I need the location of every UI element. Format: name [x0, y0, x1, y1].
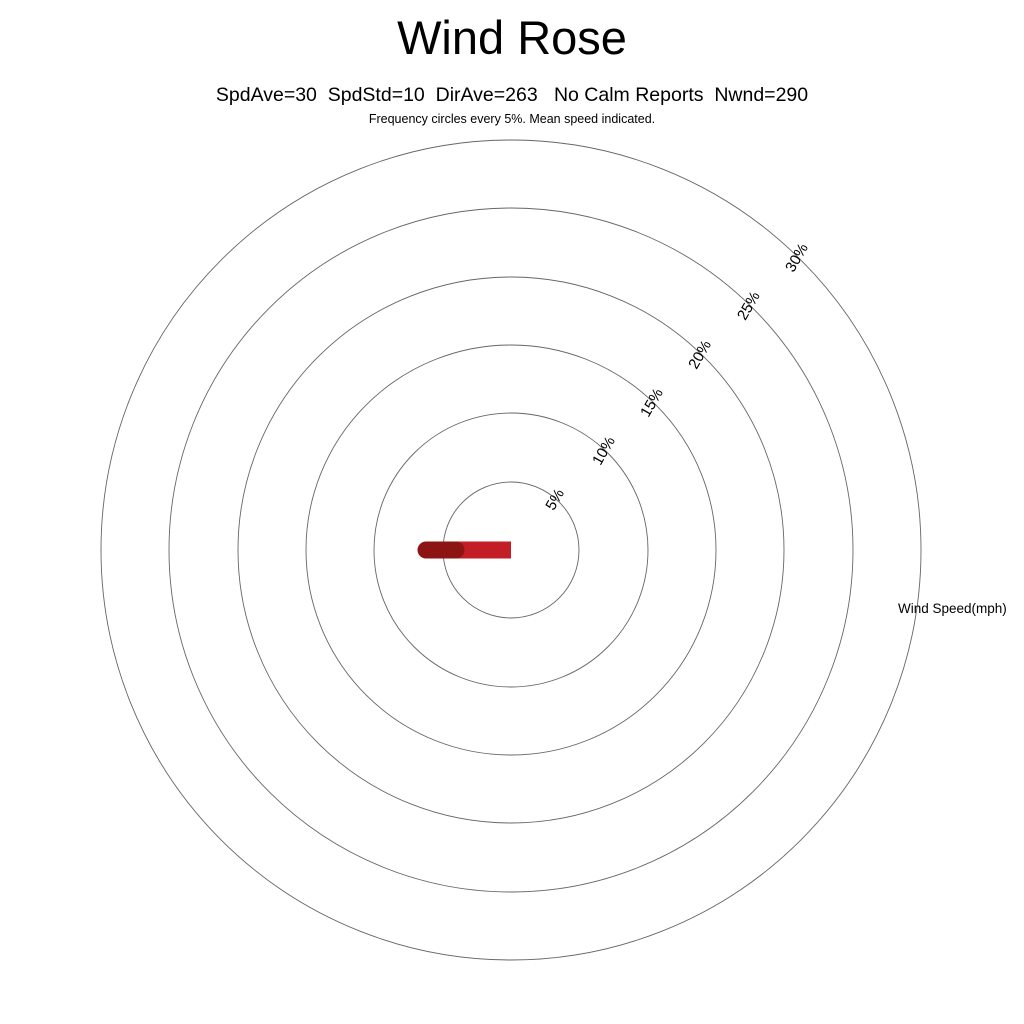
ring-label-20: 20% — [685, 337, 715, 372]
ring-label-25: 25% — [734, 289, 764, 324]
frequency-ring-25 — [168, 207, 854, 893]
legend-title: Wind Speed(mph) — [898, 601, 1007, 616]
frequency-note: Frequency circles every 5%. Mean speed i… — [368, 112, 656, 126]
stats-line: SpdAve=30 SpdStd=10 DirAve=263 No Calm R… — [215, 84, 809, 106]
ring-label-30: 30% — [782, 241, 812, 276]
frequency-ring-20 — [237, 276, 785, 824]
frequency-ring-15 — [305, 344, 717, 756]
page-title: Wind Rose — [397, 11, 627, 64]
frequency-ring-10 — [373, 412, 649, 688]
frequency-rings — [100, 139, 922, 961]
ring-label-5: 5% — [542, 486, 568, 513]
ring-labels: 5% 10% 15% 20% 25% 30% — [542, 241, 811, 514]
frequency-ring-30 — [100, 139, 922, 961]
ring-label-10: 10% — [589, 434, 619, 469]
ring-label-15: 15% — [637, 386, 667, 421]
